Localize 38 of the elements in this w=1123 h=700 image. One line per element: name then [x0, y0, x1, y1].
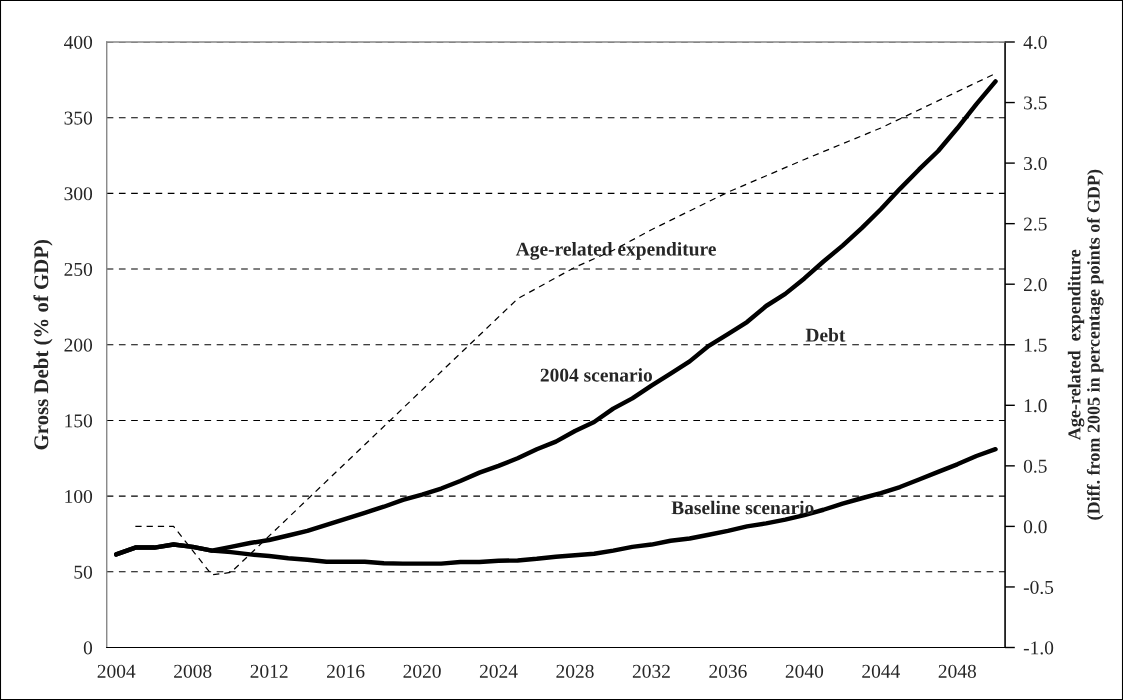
x-tick-label: 2048	[938, 664, 976, 678]
y-tick-label: 150	[65, 414, 93, 428]
annotation: Debt	[805, 328, 846, 342]
y2-tick-label: 0.5	[1023, 459, 1047, 473]
y2-tick-label: 4.0	[1023, 35, 1047, 50]
y2-tick-label: -1.0	[1023, 641, 1054, 655]
series-label: Baseline scenario	[671, 500, 814, 515]
x-tick-label: 2032	[632, 664, 670, 678]
y2-axis-title: Age-related expenditure (Diff. from 2005 in percentage points of GDP)	[1067, 169, 1104, 520]
y2-tick-label: 2.0	[1023, 278, 1047, 292]
x-tick-label: 2024	[479, 664, 518, 678]
series-label: Age-related expenditure	[515, 242, 716, 260]
y-tick-label: 50	[74, 565, 93, 579]
series-label: 2004 scenario	[540, 368, 652, 382]
x-tick-label: 2012	[250, 664, 288, 678]
y2-tick-label: 1.5	[1024, 338, 1047, 352]
y2-tick-label: -0.5	[1023, 580, 1054, 594]
y2-tick-label: 3.5	[1024, 96, 1047, 110]
x-tick-label: 2044	[862, 664, 900, 678]
y-tick-label: 0	[83, 641, 93, 655]
y-tick-label: 300	[64, 187, 93, 201]
x-tick-label: 2040	[785, 664, 824, 678]
y-axis-title: Gross Debt (% of GDP)	[33, 239, 53, 450]
x-tick-label: 2008	[174, 664, 212, 678]
y-tick-label: 400	[64, 35, 93, 49]
y-tick-label: 100	[65, 489, 93, 504]
y2-tick-label: 1.0	[1024, 399, 1047, 413]
y2-tick-label: 3.0	[1024, 156, 1047, 171]
y-tick-label: 250	[64, 262, 93, 276]
y-tick-label: 200	[64, 338, 93, 352]
x-tick-label: 2004	[97, 664, 136, 678]
y2-tick-label: 2.5	[1023, 217, 1047, 231]
x-tick-label: 2020	[403, 664, 441, 678]
x-tick-label: 2016	[327, 664, 365, 678]
x-tick-label: 2036	[709, 664, 747, 678]
y2-tick-label: 0.0	[1023, 520, 1047, 534]
x-tick-label: 2028	[556, 664, 594, 678]
y-tick-label: 350	[64, 111, 93, 125]
